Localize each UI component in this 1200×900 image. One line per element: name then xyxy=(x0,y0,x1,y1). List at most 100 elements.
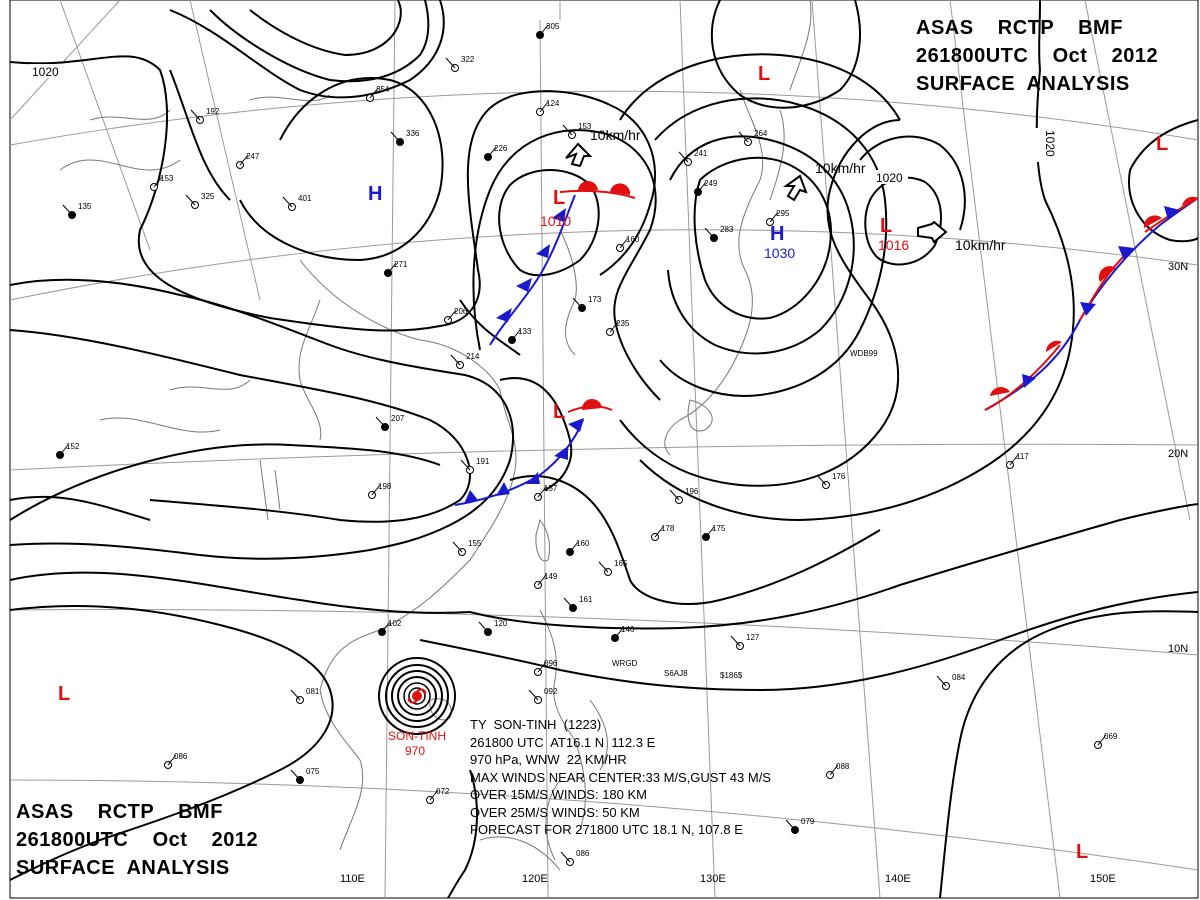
wind-barb-icon xyxy=(769,211,779,223)
header-line-2: 261800UTC Oct 2012 xyxy=(16,829,259,851)
station-pressure-value: 295 xyxy=(776,209,790,218)
wind-barb-icon xyxy=(560,851,571,863)
station-pressure-value: 264 xyxy=(754,129,768,138)
motion-label: 10km/hr xyxy=(955,237,1006,253)
wind-barb-icon xyxy=(429,789,439,801)
station-pressure-value: 165 xyxy=(614,559,628,568)
wind-barb-icon xyxy=(537,574,547,586)
station-pressure-value: 102 xyxy=(388,619,402,628)
low-center-icon: L xyxy=(1076,841,1088,863)
station-pressure-value: 155 xyxy=(468,539,482,548)
low-center-icon: L xyxy=(880,215,892,237)
wind-barb-icon xyxy=(369,87,379,99)
wind-barb-icon xyxy=(511,329,521,341)
motion-label: 10km/hr xyxy=(815,160,866,176)
wind-barb-icon xyxy=(678,151,689,163)
station-pressure-value: 079 xyxy=(801,817,815,826)
header-line-1: ASAS RCTP BMF xyxy=(916,17,1123,39)
motion-arrow-icon xyxy=(917,220,948,244)
station-pressure-value: 241 xyxy=(694,149,708,158)
wind-barb-icon xyxy=(572,297,583,309)
typhoon-info-line: OVER 15M/S WINDS: 180 KM xyxy=(470,787,647,802)
isobar-label: 1020 xyxy=(32,65,59,79)
station-pressure-value: 135 xyxy=(78,202,92,211)
wind-barb-icon xyxy=(487,146,497,158)
wind-barb-icon xyxy=(697,181,707,193)
station-pressure-value: 247 xyxy=(246,152,260,161)
station-pressure-value: 325 xyxy=(201,192,215,201)
wind-barb-icon xyxy=(563,597,574,609)
station-pressure-value: 160 xyxy=(576,539,590,548)
station-pressure-value: 127 xyxy=(746,633,760,642)
lat-label-10n: 10N xyxy=(1168,643,1188,655)
extra-low-centers: L xyxy=(1076,841,1088,863)
wind-barb-icon xyxy=(450,354,461,366)
station-pressure-value: 075 xyxy=(306,767,320,776)
typhoon-rings xyxy=(378,657,456,735)
wind-barb-icon xyxy=(185,194,196,206)
header-line-1: ASAS RCTP BMF xyxy=(16,801,223,823)
station-pressure-value: 069 xyxy=(1104,732,1118,741)
lon-label-120e: 120E xyxy=(522,873,548,885)
station-pressure-value: 161 xyxy=(579,595,593,604)
typhoon-info-line: 970 hPa, WNW 22 KM/HR xyxy=(470,752,627,767)
station-pressure-value: 235 xyxy=(616,319,630,328)
motion-labels: 10km/hr 10km/hr 10km/hr xyxy=(590,127,1006,253)
station-pressure-value: 086 xyxy=(576,849,590,858)
wind-barb-icon xyxy=(569,541,579,553)
station-pressure-value: 401 xyxy=(298,194,312,203)
wind-barb-icon xyxy=(460,459,471,471)
wind-barb-icon xyxy=(785,819,796,831)
station-pressure-value: 086 xyxy=(174,752,188,761)
wind-barb-icon xyxy=(239,154,249,166)
station-pressure-value: 152 xyxy=(66,442,80,451)
wind-barb-icon xyxy=(598,561,609,573)
station-pressure-value: 336 xyxy=(406,129,420,138)
typhoon-info-line: TY SON-TINH (1223) xyxy=(470,717,602,732)
isobar-label: 1020 xyxy=(876,171,903,185)
header-bottom: ASAS RCTP BMF 261800UTC Oct 2012 SURFACE… xyxy=(16,798,258,882)
motion-arrow-icon xyxy=(782,174,808,202)
station-id: $186$ xyxy=(720,671,743,680)
low-center-value: 1016 xyxy=(878,237,909,253)
station-pressure-value: 206 xyxy=(454,307,468,316)
wind-barb-icon xyxy=(562,124,573,136)
station-pressure-value: 160 xyxy=(626,235,640,244)
lon-label-110e: 110E xyxy=(340,873,365,885)
wind-barb-icon xyxy=(704,227,715,239)
wind-barb-icon xyxy=(1009,454,1019,466)
high-center-icon: H xyxy=(770,223,784,245)
station-pressure-value: 072 xyxy=(436,787,450,796)
typhoon-info-line: FORECAST FOR 271800 UTC 18.1 N, 107.8 E xyxy=(470,822,743,837)
wind-barb-icon xyxy=(190,109,201,121)
pressure-centers: H H L L L L L L xyxy=(58,63,1168,705)
station-pressure-value: 088 xyxy=(836,762,850,771)
station-pressure-value: 271 xyxy=(394,260,408,269)
wind-barb-icon xyxy=(59,444,69,456)
lon-label-150e: 150E xyxy=(1090,873,1116,885)
station-id: S6AJ8 xyxy=(664,669,688,678)
station-pressure-value: 305 xyxy=(546,22,560,31)
wind-barb-icon xyxy=(390,131,401,143)
station-pressure-value: 173 xyxy=(588,295,602,304)
station-id: WRGD xyxy=(612,659,638,668)
wind-barb-icon xyxy=(537,661,547,673)
wind-barb-icon xyxy=(381,621,391,633)
wind-barb-icon xyxy=(153,176,163,188)
station-pressure-value: 081 xyxy=(306,687,320,696)
cold-front-south xyxy=(454,418,584,506)
pressure-values: 1030 1010 1016 xyxy=(540,213,909,261)
wind-barb-icon xyxy=(730,635,741,647)
wind-barb-icon xyxy=(539,101,549,113)
station-pressure-value: 153 xyxy=(160,174,174,183)
typhoon-info-line: MAX WINDS NEAR CENTER:33 M/S,GUST 43 M/S xyxy=(470,769,771,785)
motion-arrows xyxy=(565,142,948,244)
stationary-front-east xyxy=(984,196,1199,411)
station-pressure-value: 084 xyxy=(952,673,966,682)
high-center-icon: H xyxy=(368,183,382,205)
low-center-icon: L xyxy=(758,63,770,85)
station-pressure-value: 133 xyxy=(518,327,532,336)
motion-label: 10km/hr xyxy=(590,127,641,143)
warm-front-south xyxy=(567,398,613,413)
